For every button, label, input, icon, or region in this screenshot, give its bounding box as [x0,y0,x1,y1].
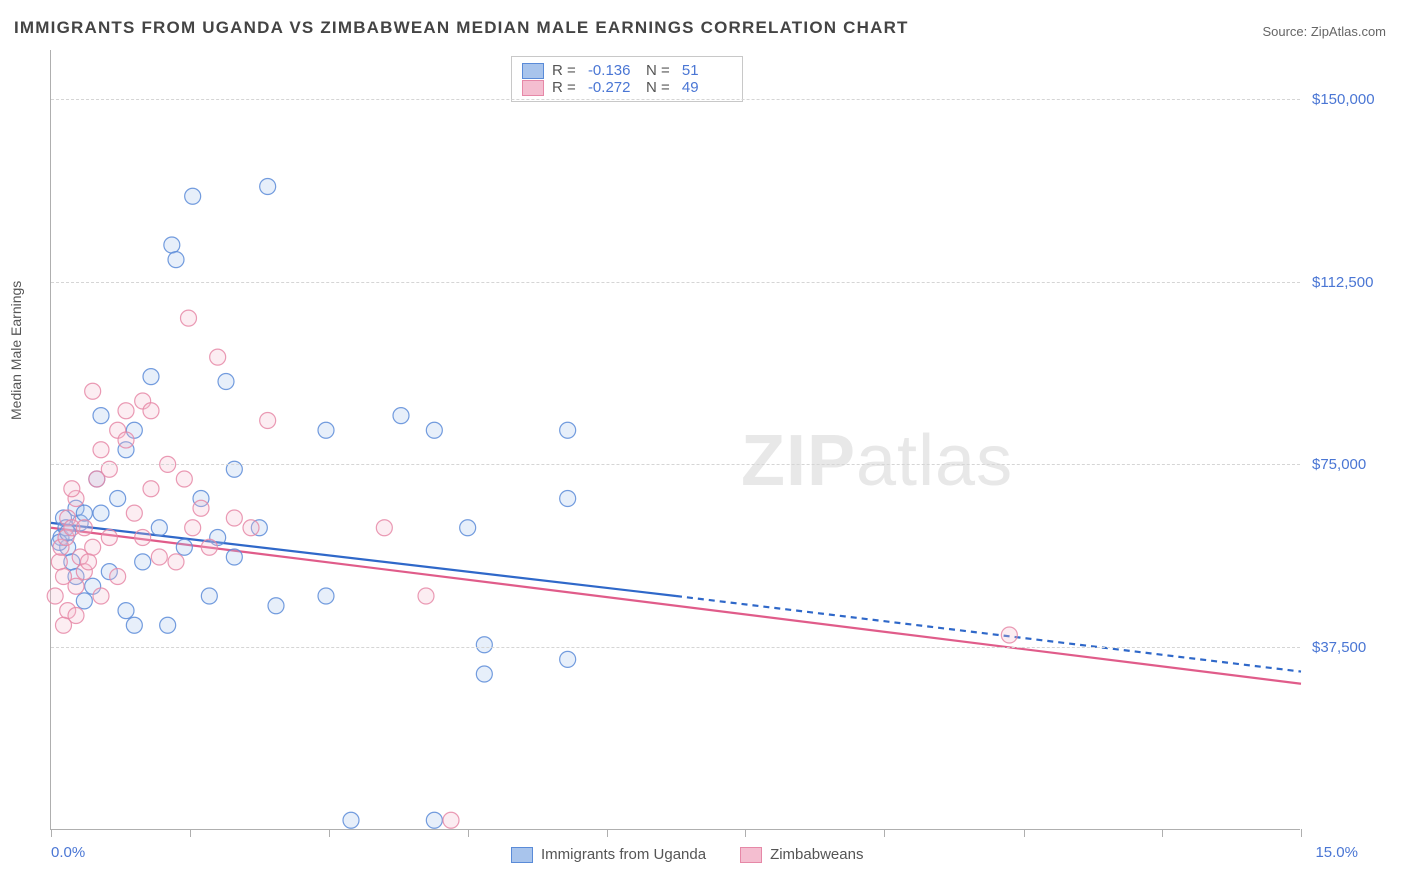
swatch-uganda-icon [522,63,544,79]
x-tick [468,829,469,837]
y-tick-label: $112,500 [1312,274,1392,291]
legend-swatch-zimbabwe-icon [740,847,762,863]
x-tick [190,829,191,837]
r-label: R = [552,62,580,79]
gridline-h [51,99,1300,100]
x-tick-label-left: 0.0% [51,844,85,861]
legend-item-uganda: Immigrants from Uganda [511,846,706,863]
correlation-stats-box: R = -0.136 N = 51 R = -0.272 N = 49 [511,56,743,102]
chart-svg [51,50,1300,829]
legend-label-uganda: Immigrants from Uganda [541,846,706,863]
stats-row-uganda: R = -0.136 N = 51 [522,62,732,79]
source-attribution: Source: ZipAtlas.com [1262,24,1386,39]
x-tick [51,829,52,837]
gridline-h [51,647,1300,648]
n-value-uganda: 51 [682,62,732,79]
x-tick [1024,829,1025,837]
plot-area: ZIPatlas R = -0.136 N = 51 R = -0.272 N … [50,50,1300,830]
r-value-zimbabwe: -0.272 [588,79,638,96]
swatch-zimbabwe-icon [522,80,544,96]
chart-title: IMMIGRANTS FROM UGANDA VS ZIMBABWEAN MED… [14,18,909,38]
y-tick-label: $75,000 [1312,456,1392,473]
x-tick [745,829,746,837]
n-label: N = [646,79,674,96]
y-tick-label: $37,500 [1312,639,1392,656]
x-tick [1162,829,1163,837]
bottom-legend: Immigrants from Uganda Zimbabweans [511,846,863,863]
y-axis-label: Median Male Earnings [8,281,24,420]
x-tick [607,829,608,837]
gridline-h [51,282,1300,283]
x-tick [884,829,885,837]
legend-swatch-uganda-icon [511,847,533,863]
x-tick [329,829,330,837]
n-label: N = [646,62,674,79]
x-tick [1301,829,1302,837]
n-value-zimbabwe: 49 [682,79,732,96]
x-tick-label-right: 15.0% [1315,844,1358,861]
r-value-uganda: -0.136 [588,62,638,79]
gridline-h [51,464,1300,465]
legend-item-zimbabwe: Zimbabweans [740,846,863,863]
r-label: R = [552,79,580,96]
y-tick-label: $150,000 [1312,91,1392,108]
stats-row-zimbabwe: R = -0.272 N = 49 [522,79,732,96]
legend-label-zimbabwe: Zimbabweans [770,846,863,863]
